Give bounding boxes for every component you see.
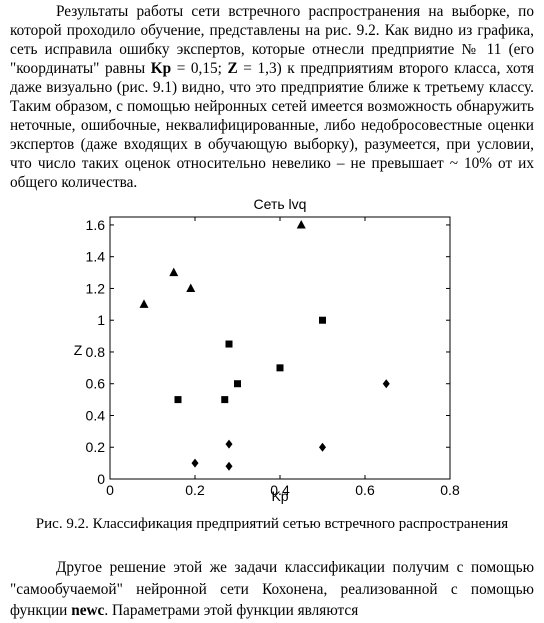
y-tick-label: 0.2 [86,439,106,455]
triangle-point [169,268,178,277]
square-point [277,364,284,371]
plot-frame [110,217,450,479]
y-tick-label: 0.6 [86,376,106,392]
axis-ticks: 0 0.2 0.4 0.6 0.800.20.40.60.811.21.41.6 [86,217,460,498]
x-tick-label: 0 [106,482,114,498]
function-name: newc [71,602,104,619]
square-point [319,317,326,324]
x-tick-label: 0.8 [440,482,460,498]
y-tick-label: 0 [97,471,105,487]
data-points [140,220,390,471]
diamond-point [192,459,199,468]
y-axis-label: Z [74,342,83,358]
square-point [221,396,228,403]
triangle-point [186,283,195,292]
z-symbol: Z [228,60,238,77]
square-point [226,341,233,348]
square-point [234,380,241,387]
paragraph-kohonen: Другое решение этой же задачи классифика… [10,557,534,622]
triangle-point [140,299,149,308]
x-axis-label: Kp [271,488,288,504]
square-point [175,396,182,403]
paragraph-results-part3: = 1,3) к предприятиям второго класса, хо… [10,60,534,191]
y-tick-label: 0.4 [86,407,106,423]
kp-symbol: Kp [151,60,171,77]
diamond-point [226,440,233,449]
paragraph-results-part2: = 0,15; [171,60,227,77]
diamond-point [383,379,390,388]
y-tick-label: 1 [97,312,105,328]
y-tick-label: 1.2 [86,280,106,296]
scatter-chart: Сеть lvq 0 0.2 0.4 0.6 0.800.20.40.60.811.21… [60,194,480,504]
diamond-point [226,462,233,471]
x-tick-label: 0.6 [355,482,375,498]
paragraph-kohonen-part2: . Параметрами этой функции являются [104,602,358,619]
x-tick-label: 0.2 [185,482,205,498]
triangle-point [297,220,306,229]
y-tick-label: 0.8 [86,344,106,360]
chart-title: Сеть lvq [254,196,307,212]
y-tick-label: 1.6 [86,217,106,233]
y-tick-label: 1.4 [86,249,106,265]
figure-caption: Рис. 9.2. Классификация предприятий сеть… [0,516,544,533]
diamond-point [319,443,326,452]
paragraph-results: Результаты работы сети встречного распро… [10,2,534,192]
